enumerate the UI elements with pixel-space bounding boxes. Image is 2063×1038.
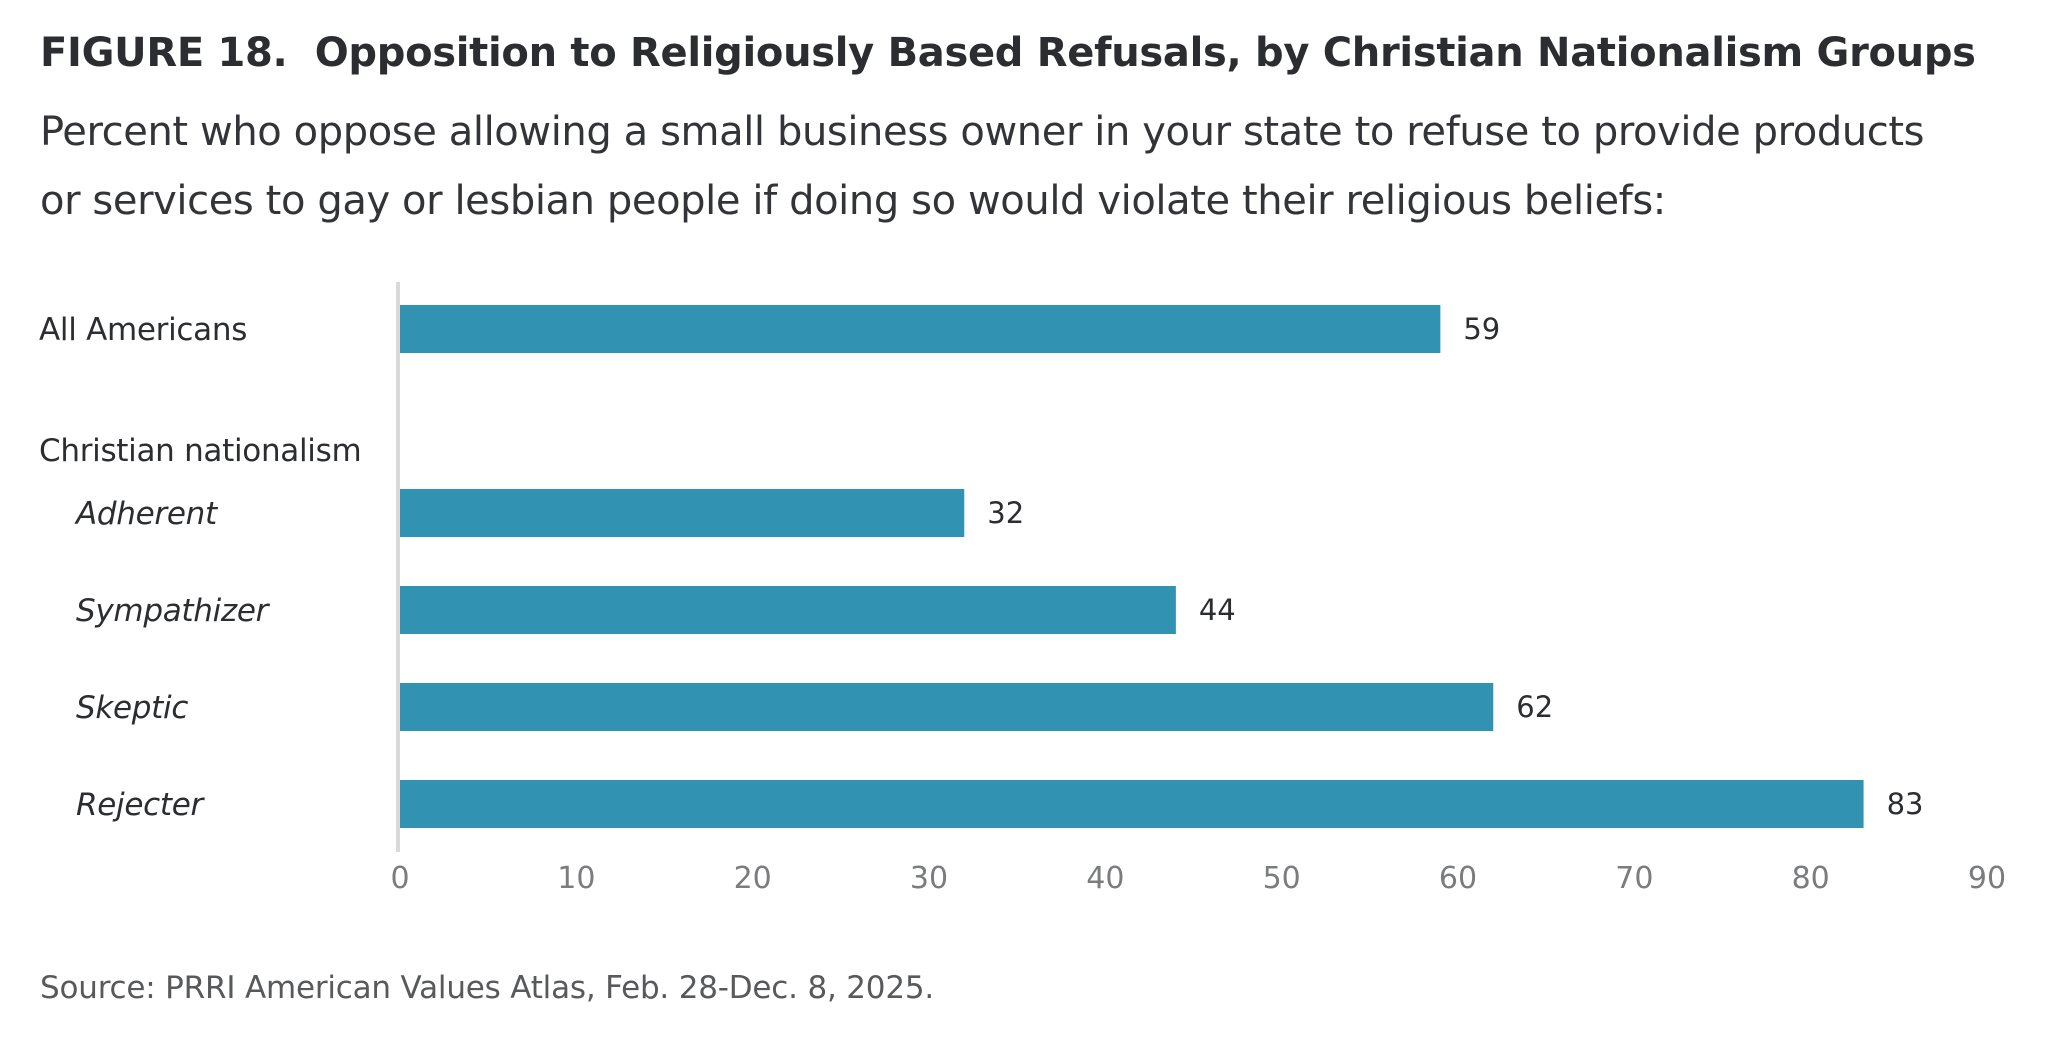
x-tick-label: 40 <box>1086 861 1124 896</box>
data-label-adherent: 32 <box>987 496 1024 530</box>
data-label-all-americans: 59 <box>1463 312 1500 346</box>
category-label-adherent: Adherent <box>74 496 219 532</box>
x-tick-label: 30 <box>910 861 948 896</box>
subtitle-line-1: Percent who oppose allowing a small busi… <box>40 109 1925 155</box>
category-label-skeptic: Skeptic <box>76 690 188 726</box>
bar-all-americans <box>400 305 1441 353</box>
chart-subtitle: Percent who oppose allowing a small busi… <box>40 98 2040 236</box>
group-label: Christian nationalism <box>39 433 361 469</box>
data-label-rejecter: 83 <box>1887 787 1924 821</box>
x-tick-label: 70 <box>1615 861 1653 896</box>
x-tick-label: 0 <box>390 861 409 896</box>
y-axis-line <box>396 282 400 852</box>
x-tick-label: 90 <box>1968 861 2006 896</box>
bar-rejecter <box>400 780 1864 828</box>
bar-sympathizer <box>400 586 1176 634</box>
figure-label: FIGURE 18. <box>40 30 288 76</box>
bar-skeptic <box>400 683 1494 731</box>
x-tick-label: 50 <box>1263 861 1301 896</box>
category-label-all-americans: All Americans <box>39 312 247 348</box>
data-label-skeptic: 62 <box>1516 690 1553 724</box>
data-label-sympathizer: 44 <box>1199 593 1236 627</box>
subtitle-line-2: or services to gay or lesbian people if … <box>40 178 1666 224</box>
x-tick-label: 20 <box>734 861 772 896</box>
category-label-rejecter: Rejecter <box>76 787 205 823</box>
bar-adherent <box>400 489 965 537</box>
x-tick-label: 80 <box>1792 861 1830 896</box>
chart-title: FIGURE 18. Opposition to Religiously Bas… <box>40 30 1976 76</box>
category-label-sympathizer: Sympathizer <box>76 593 271 629</box>
x-tick-label: 10 <box>557 861 595 896</box>
figure-title: Opposition to Religiously Based Refusals… <box>314 30 1976 76</box>
x-tick-label: 60 <box>1439 861 1477 896</box>
source-note: Source: PRRI American Values Atlas, Feb.… <box>40 970 935 1006</box>
